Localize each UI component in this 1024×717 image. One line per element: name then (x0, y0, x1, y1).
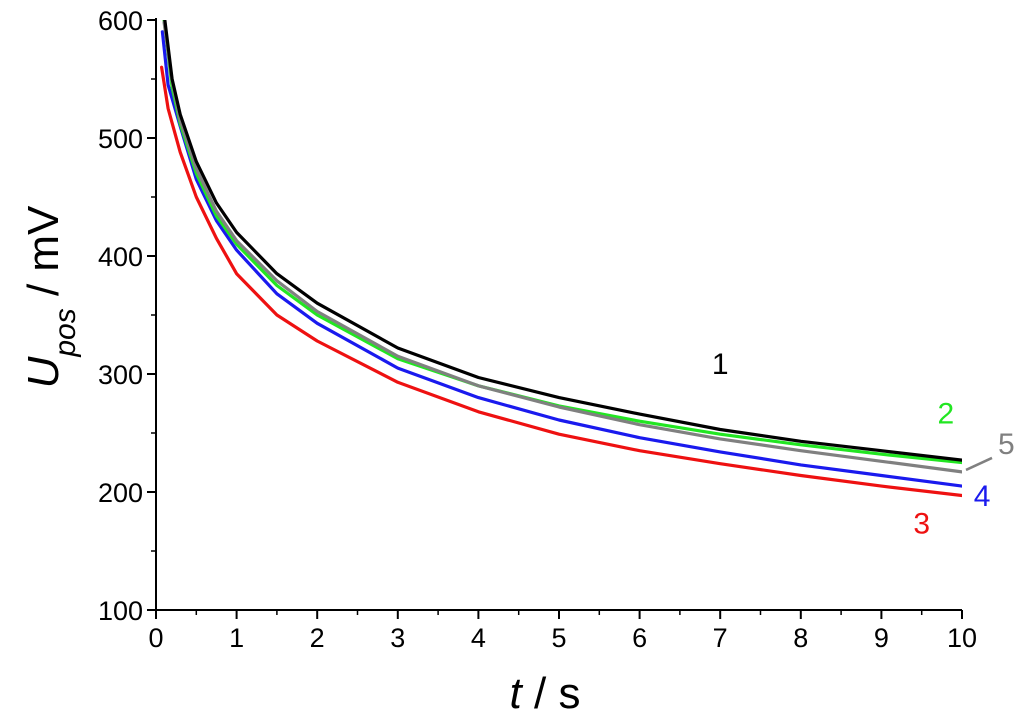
y-tick-label: 300 (98, 360, 143, 390)
series-labels: 1 2 3 45 (712, 348, 1015, 540)
series-lines (160, 20, 962, 498)
series-label-3: 3 (913, 507, 930, 540)
y-tick-label: 200 (98, 478, 143, 508)
series-line-2 (162, 20, 962, 465)
x-tick-label: 0 (148, 623, 163, 653)
y-axis-subscript: pos (49, 308, 82, 357)
x-tick-label: 1 (229, 623, 244, 653)
y-axis-variable: U (19, 356, 68, 388)
series-label-5: 5 (998, 428, 1015, 461)
x-axis-variable: t (510, 669, 524, 717)
y-tick-label: 500 (98, 124, 143, 154)
series-line-3 (160, 65, 962, 498)
ticks: 0 1 2 3 4 5 6 7 8 9 10 100 200 300 400 500 600 (98, 6, 977, 653)
series-label-4: 4 (974, 480, 991, 513)
series-label-2: 2 (938, 398, 955, 431)
y-tick-label: 100 (98, 596, 143, 626)
x-tick-label: 3 (390, 623, 405, 653)
y-axis-title: Upos / mV (19, 205, 82, 388)
x-tick-label: 10 (947, 623, 977, 653)
y-axis-unit: / mV (19, 205, 68, 308)
series-5-leader-line (965, 456, 993, 472)
x-axis-title: t / s (510, 669, 581, 717)
y-tick-label: 600 (98, 6, 143, 36)
x-tick-label: 6 (632, 623, 647, 653)
series-label-1: 1 (712, 348, 729, 381)
x-tick-label: 2 (310, 623, 325, 653)
x-tick-label: 7 (713, 623, 728, 653)
y-tick-label: 400 (98, 242, 143, 272)
series-line-1 (163, 20, 962, 462)
x-tick-label: 9 (874, 623, 889, 653)
series-line-4 (160, 30, 962, 488)
x-axis-unit: / s (522, 669, 581, 717)
x-tick-label: 8 (793, 623, 808, 653)
series-line-5 (162, 20, 962, 474)
x-tick-label: 4 (471, 623, 486, 653)
x-tick-label: 5 (551, 623, 566, 653)
